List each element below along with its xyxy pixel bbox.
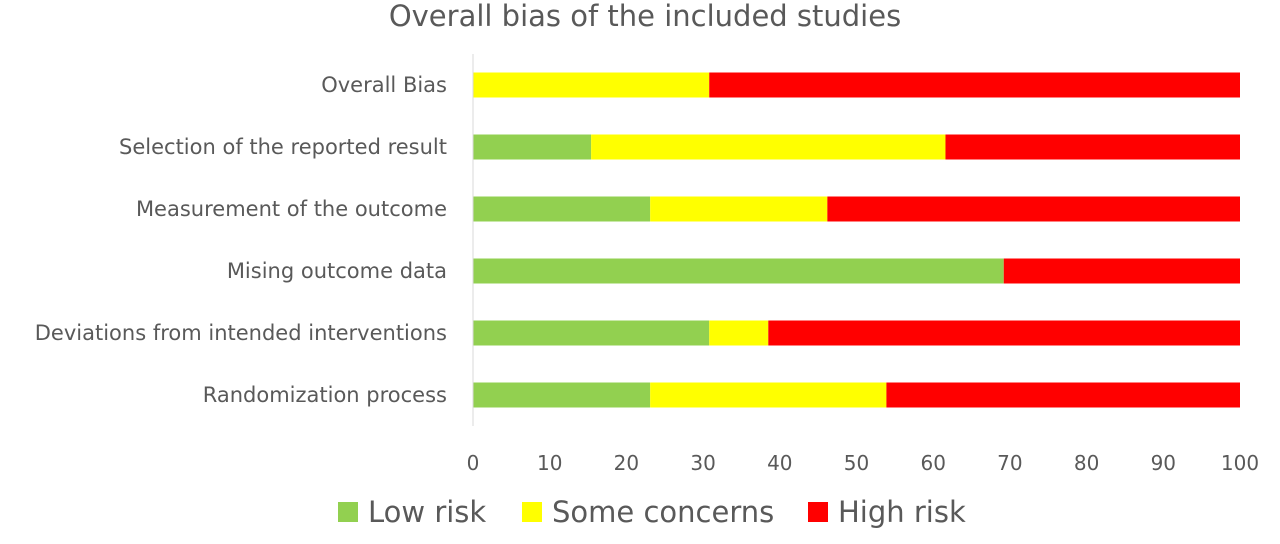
x-tick-label: 100 <box>1221 451 1259 475</box>
bar-segment-low-risk <box>473 382 651 408</box>
x-tick-label: 30 <box>690 451 715 475</box>
category-label: Overall Bias <box>321 73 447 97</box>
chart-title: Overall bias of the included studies <box>389 0 901 33</box>
bar-segment-some-concerns <box>591 134 946 160</box>
bar-segment-some-concerns <box>650 196 828 222</box>
x-tick-label: 10 <box>537 451 562 475</box>
bar-segment-some-concerns <box>650 382 887 408</box>
category-label: Measurement of the outcome <box>136 197 447 221</box>
x-tick-label: 40 <box>767 451 792 475</box>
legend-swatch-some-concerns <box>522 502 542 522</box>
legend-swatch-high-risk <box>808 502 828 522</box>
bar-segment-low-risk <box>473 320 710 346</box>
bar-segment-high-risk <box>827 196 1240 222</box>
bar-segment-low-risk <box>473 196 651 222</box>
bars-layer <box>473 72 1240 408</box>
bar-segment-high-risk <box>1003 258 1240 284</box>
category-label: Mising outcome data <box>227 259 447 283</box>
bar-segment-high-risk <box>945 134 1240 160</box>
bar-segment-some-concerns <box>709 320 769 346</box>
bar-segment-high-risk <box>709 72 1240 98</box>
x-tick-label: 0 <box>467 451 480 475</box>
category-labels: Overall Bias Selection of the reported re… <box>35 73 447 407</box>
category-label: Selection of the reported result <box>119 135 447 159</box>
x-tick-label: 20 <box>614 451 639 475</box>
bar-segment-high-risk <box>886 382 1240 408</box>
legend-swatch-low-risk <box>338 502 358 522</box>
legend-label: Low risk <box>368 495 486 529</box>
bar-segment-some-concerns <box>473 72 710 98</box>
x-tick-label: 80 <box>1074 451 1099 475</box>
bar-segment-low-risk <box>473 134 592 160</box>
category-label: Randomization process <box>203 383 447 407</box>
bar-segment-high-risk <box>768 320 1240 346</box>
bar-segment-low-risk <box>473 258 1004 284</box>
x-tick-label: 60 <box>920 451 945 475</box>
legend: Low risk Some concerns High risk <box>338 495 966 529</box>
x-tick-label: 70 <box>997 451 1022 475</box>
x-tick-label: 50 <box>844 451 869 475</box>
x-tick-label: 90 <box>1151 451 1176 475</box>
x-axis-ticks: 0 10 20 30 40 50 60 70 80 90 100 <box>467 451 1259 475</box>
legend-label: High risk <box>838 495 966 529</box>
category-label: Deviations from intended interventions <box>35 321 447 345</box>
legend-label: Some concerns <box>552 495 774 529</box>
